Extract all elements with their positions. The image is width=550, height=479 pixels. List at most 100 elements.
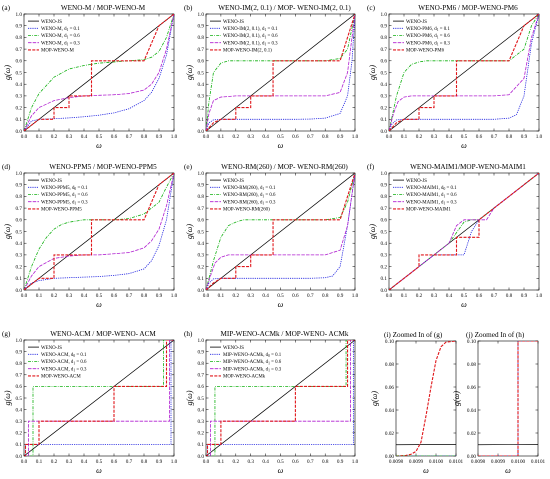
series-line-d2 <box>24 14 174 131</box>
y-tick-label: 0.5 <box>198 70 205 76</box>
x-tick-label: 0.8 <box>322 293 329 299</box>
x-tick-label: 0.0100 <box>511 459 526 465</box>
x-tick-label: 1.0 <box>171 134 178 140</box>
x-tick-label: 0.7 <box>491 293 498 299</box>
legend: WENO-JS WENO-PM6, d1 = 0.1 WENO-PM6, d1 = … <box>392 17 452 55</box>
x-tick-label: 0.0098 <box>389 459 404 465</box>
y-tick-label: 1.0 <box>198 171 205 177</box>
x-tick-label: 0.9 <box>337 459 344 465</box>
y-tick-label: 0.6 <box>381 59 388 65</box>
x-tick-label: 0.0101 <box>531 459 546 465</box>
x-tick-label: 0.3 <box>247 459 254 465</box>
y-axis-label: g(ω) <box>185 65 194 80</box>
x-tick-label: 0.2 <box>233 459 240 465</box>
legend: WENO-JS WENO-MAIM1, d0 = 0.1 WENO-MAIM1, d… <box>392 176 457 214</box>
x-tick-label: 0.0 <box>21 459 28 465</box>
legend: WENO-JS WENO-RM(260), d1 = 0.1 WENO-RM(260… <box>209 176 276 214</box>
x-axis-label: ω <box>96 466 102 475</box>
x-tick-label: 0.1 <box>36 293 43 299</box>
legend-entry: WENO-M, d1 = 0.1 <box>41 27 80 32</box>
series-line-js <box>24 173 174 290</box>
x-tick-label: 0.4 <box>262 293 269 299</box>
x-tick-label: 0.9 <box>156 459 163 465</box>
series-line-d1 <box>24 340 174 456</box>
y-tick-label: 0.4 <box>16 407 23 413</box>
chart-panel-5: (e) WENO-RM(260) / MOP- WENO-RM(260)0.0 0.… <box>184 163 359 309</box>
series-line-d3 <box>389 173 539 290</box>
y-tick-label: 0.5 <box>16 396 23 402</box>
x-tick-label: 0.6 <box>292 293 299 299</box>
y-tick-label: 0.5 <box>198 229 205 235</box>
legend-entry: WENO-IM(2, 0.1), d1 = 0.6 <box>223 34 278 39</box>
y-axis-label: g(ω) <box>3 390 12 405</box>
x-tick-label: 0.1 <box>36 134 43 140</box>
y-tick-label: 0.9 <box>198 24 205 30</box>
series-line-d2 <box>389 14 539 131</box>
x-tick-label: 0.0100 <box>429 459 444 465</box>
y-axis-label: g(ω) <box>452 391 461 406</box>
y-tick-label: 0.6 <box>16 218 23 224</box>
x-tick-label: 0.0099 <box>409 459 424 465</box>
panel-label: (e) <box>184 163 193 171</box>
y-tick-label: 0.00 <box>385 454 394 460</box>
plot-frame <box>395 340 457 457</box>
x-tick-label: 0.9 <box>156 134 163 140</box>
y-tick-label: 0.04 <box>467 408 476 414</box>
y-tick-label: 0.1 <box>198 442 205 448</box>
series-line-js <box>389 14 539 131</box>
y-tick-label: 0.1 <box>16 117 23 123</box>
legend: WENO-JS WENO-M, d1 = 0.1 WENO-M, d1 = 0.6 W… <box>27 17 87 55</box>
x-tick-label: 0.1 <box>401 134 408 140</box>
x-tick-label: 1.0 <box>536 134 543 140</box>
chart-panel-10: (j) Zoomed In of (h) 0.0098 0.0099 0.0100 0.… <box>452 331 546 475</box>
x-tick-label: 0.2 <box>51 134 58 140</box>
x-tick-label: 0.8 <box>141 293 148 299</box>
legend-entry: WENO-RM(260), d1 = 0.1 <box>223 186 276 191</box>
y-axis-label: g(ω) <box>368 65 377 80</box>
x-tick-label: 0.2 <box>416 134 423 140</box>
x-tick-label: 0.7 <box>491 134 498 140</box>
y-tick-label: 0.4 <box>381 82 388 88</box>
y-tick-label: 0.8 <box>381 194 388 200</box>
x-axis-label: ω <box>423 466 429 475</box>
x-tick-label: 0.5 <box>277 293 284 299</box>
legend-entry: WENO-RM(260), d1 = 0.6 <box>223 193 276 198</box>
series-line-js <box>206 14 355 131</box>
legend-entry: MOP-WENO-IM(2, 0.1) <box>223 49 272 54</box>
y-tick-label: 0.6 <box>381 218 388 224</box>
panel-title: WENO-PPM5 / MOP-WENO-PPM5 <box>49 163 157 171</box>
y-tick-label: 0.2 <box>198 431 205 437</box>
legend-entry: WENO-M, d1 = 0.6 <box>41 34 80 39</box>
x-axis-label: ω <box>461 300 467 309</box>
y-tick-label: 0.0 <box>16 288 23 294</box>
legend-entry: WENO-RM(260), d1 = 0.3 <box>223 200 276 205</box>
x-tick-label: 0.7 <box>126 459 133 465</box>
x-tick-label: 0.4 <box>446 134 453 140</box>
x-tick-label: 0.1 <box>218 459 225 465</box>
legend: WENO-JS WENO-ACM, d0 = 0.1 WENO-ACM, d1 = … <box>27 343 87 381</box>
y-tick-label: 0.9 <box>16 24 23 30</box>
x-tick-label: 0.0 <box>203 134 210 140</box>
x-tick-label: 0.4 <box>446 293 453 299</box>
x-tick-label: 0.0 <box>386 293 393 299</box>
y-tick-label: 0.1 <box>381 117 388 123</box>
y-axis-label: g(ω) <box>3 224 12 239</box>
legend-entry: WENO-JS <box>223 179 244 184</box>
panel-title: WENO-IM(2, 0.1) / MOP- WENO-IM(2, 0.1) <box>218 4 351 12</box>
y-tick-label: 0.6 <box>16 384 23 390</box>
x-tick-label: 1.0 <box>536 293 543 299</box>
chart-panel-4: (d) WENO-PPM5 / MOP-WENO-PPM5 0.0 0.1 0.2 0.3… <box>2 163 178 309</box>
x-tick-label: 0.7 <box>307 134 314 140</box>
panel-title: WENO-RM(260) / MOP- WENO-RM(260) <box>221 163 348 171</box>
y-tick-label: 1.0 <box>198 338 205 344</box>
x-tick-label: 0.1 <box>218 134 225 140</box>
x-tick-label: 0.1 <box>36 459 43 465</box>
y-tick-label: 1.0 <box>16 171 23 177</box>
y-tick-label: 0.4 <box>198 407 205 413</box>
x-tick-label: 0.5 <box>96 134 103 140</box>
series-line-js <box>24 14 174 131</box>
x-tick-label: 0.4 <box>262 134 269 140</box>
y-tick-label: 0.7 <box>16 373 23 379</box>
x-axis-label: ω <box>96 141 102 150</box>
